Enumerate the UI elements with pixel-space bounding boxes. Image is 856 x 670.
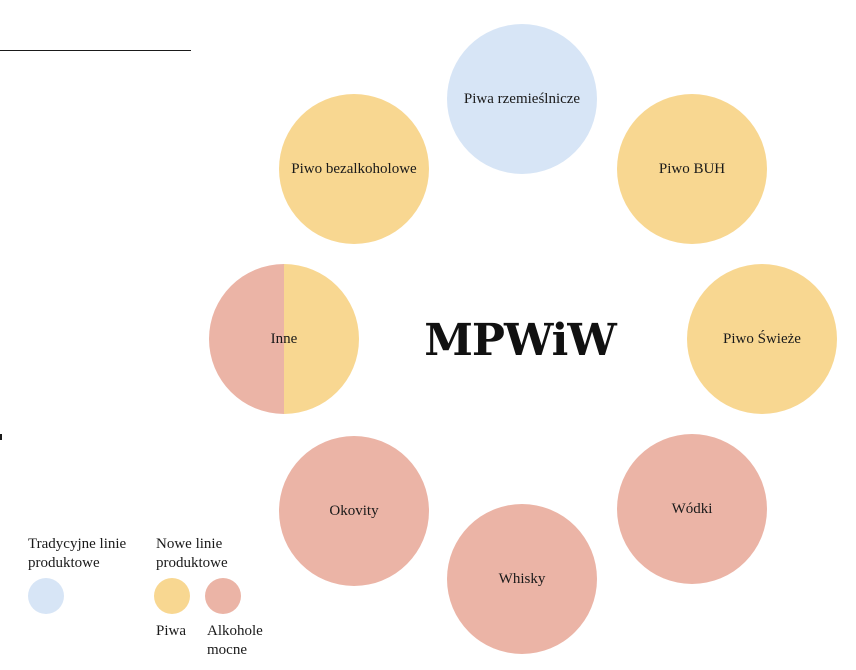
node-label: Whisky bbox=[498, 571, 546, 587]
node-label: Wódki bbox=[671, 501, 713, 517]
legend-alkohole-label: Alkohole mocne bbox=[207, 623, 263, 658]
legend-swatch-alkohole bbox=[205, 578, 241, 614]
legend-tradycyjne-heading: Tradycyjne linie produktowe bbox=[28, 536, 127, 571]
half-circle-piwa bbox=[284, 264, 359, 414]
legend-swatch-piwa bbox=[154, 578, 190, 614]
legend-nowe-heading: Nowe linie produktowe bbox=[156, 536, 228, 571]
node-piwo-buh: Piwo BUH bbox=[617, 94, 767, 244]
top-rule-divider bbox=[0, 50, 191, 51]
node-label: Piwo BUH bbox=[658, 161, 726, 177]
node-piwa-rzemieslnicze: Piwa rzemieślnicze bbox=[447, 24, 597, 174]
legend-swatch-tradycyjne bbox=[28, 578, 64, 614]
node-label: Piwo bezalkoholowe bbox=[291, 161, 417, 177]
center-title: MPWiW bbox=[424, 314, 617, 366]
node-whisky: Whisky bbox=[447, 504, 597, 654]
half-circle-alkohole bbox=[209, 264, 284, 414]
node-label: Okovity bbox=[329, 503, 379, 519]
legend-piwa-label: Piwa bbox=[156, 623, 186, 639]
node-label: Piwa rzemieślnicze bbox=[463, 91, 581, 107]
node-label: Inne bbox=[270, 331, 298, 347]
node-okovity: Okovity bbox=[279, 436, 429, 586]
node-label: Piwo Świeże bbox=[723, 331, 801, 347]
edge-mark bbox=[0, 434, 2, 440]
node-wodki: Wódki bbox=[617, 434, 767, 584]
node-piwo-swieze: Piwo Świeże bbox=[687, 264, 837, 414]
node-inne: Inne bbox=[209, 264, 359, 414]
node-piwo-bezalkoholowe: Piwo bezalkoholowe bbox=[279, 94, 429, 244]
